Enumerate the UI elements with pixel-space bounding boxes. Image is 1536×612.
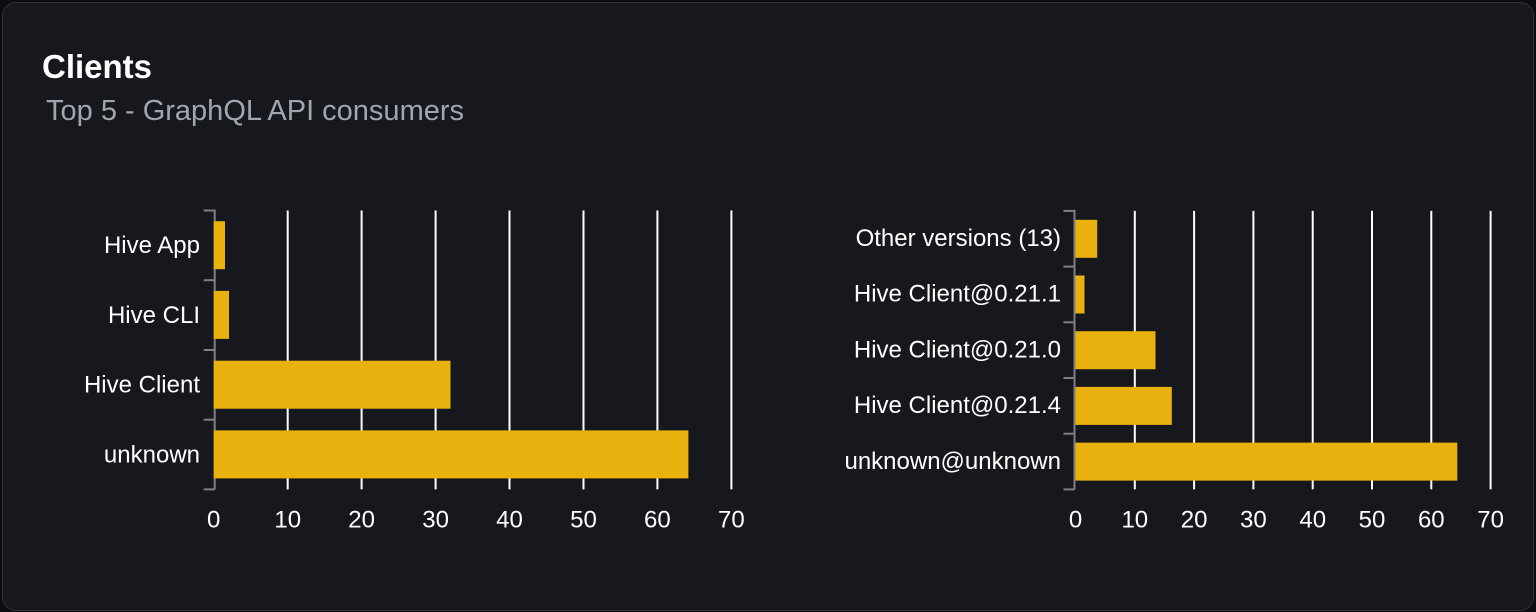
svg-text:50: 50 xyxy=(1359,507,1386,534)
svg-text:50: 50 xyxy=(570,507,597,534)
svg-text:Hive Client@0.21.1: Hive Client@0.21.1 xyxy=(854,281,1061,308)
svg-text:70: 70 xyxy=(1477,507,1504,534)
svg-text:20: 20 xyxy=(348,507,375,534)
svg-text:10: 10 xyxy=(274,507,301,534)
svg-text:Other versions (13): Other versions (13) xyxy=(856,225,1061,252)
svg-text:10: 10 xyxy=(1121,507,1148,534)
svg-text:Hive CLI: Hive CLI xyxy=(108,302,200,329)
svg-text:40: 40 xyxy=(496,507,523,534)
svg-text:30: 30 xyxy=(1240,507,1267,534)
svg-text:Hive App: Hive App xyxy=(104,232,200,259)
svg-text:40: 40 xyxy=(1299,507,1326,534)
svg-text:0: 0 xyxy=(207,507,220,534)
svg-text:Hive Client@0.21.4: Hive Client@0.21.4 xyxy=(854,392,1061,419)
svg-text:Hive Client: Hive Client xyxy=(84,372,200,399)
svg-text:70: 70 xyxy=(718,507,745,534)
svg-text:60: 60 xyxy=(644,507,671,534)
svg-text:unknown: unknown xyxy=(104,441,200,468)
svg-text:20: 20 xyxy=(1181,507,1208,534)
svg-text:60: 60 xyxy=(1418,507,1445,534)
svg-text:Hive Client@0.21.0: Hive Client@0.21.0 xyxy=(854,336,1061,363)
svg-text:unknown@unknown: unknown@unknown xyxy=(844,448,1061,475)
svg-text:0: 0 xyxy=(1069,507,1082,534)
svg-text:30: 30 xyxy=(422,507,449,534)
